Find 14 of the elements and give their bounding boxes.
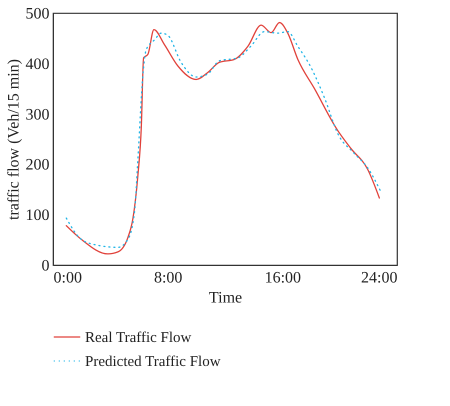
y-tick-label: 0 xyxy=(42,258,50,274)
x-tick-label: 8:00 xyxy=(154,270,182,286)
x-axis-title: Time xyxy=(208,290,242,306)
y-tick-label: 400 xyxy=(26,56,50,73)
y-tick-label: 100 xyxy=(26,207,50,224)
y-tick-label: 500 xyxy=(26,6,50,22)
x-tick-label: 0:00 xyxy=(54,270,82,286)
y-tick-label: 300 xyxy=(26,106,50,124)
legend-label: Real Traffic Flow xyxy=(85,330,192,346)
y-axis-title: traffic flow (Veh/15 min) xyxy=(6,59,22,220)
x-tick-label: 16:00 xyxy=(264,270,302,286)
y-tick-label: 200 xyxy=(26,156,50,174)
x-tick-label: 24:00 xyxy=(361,270,398,286)
legend-label: Predicted Traffic Flow xyxy=(85,354,221,370)
